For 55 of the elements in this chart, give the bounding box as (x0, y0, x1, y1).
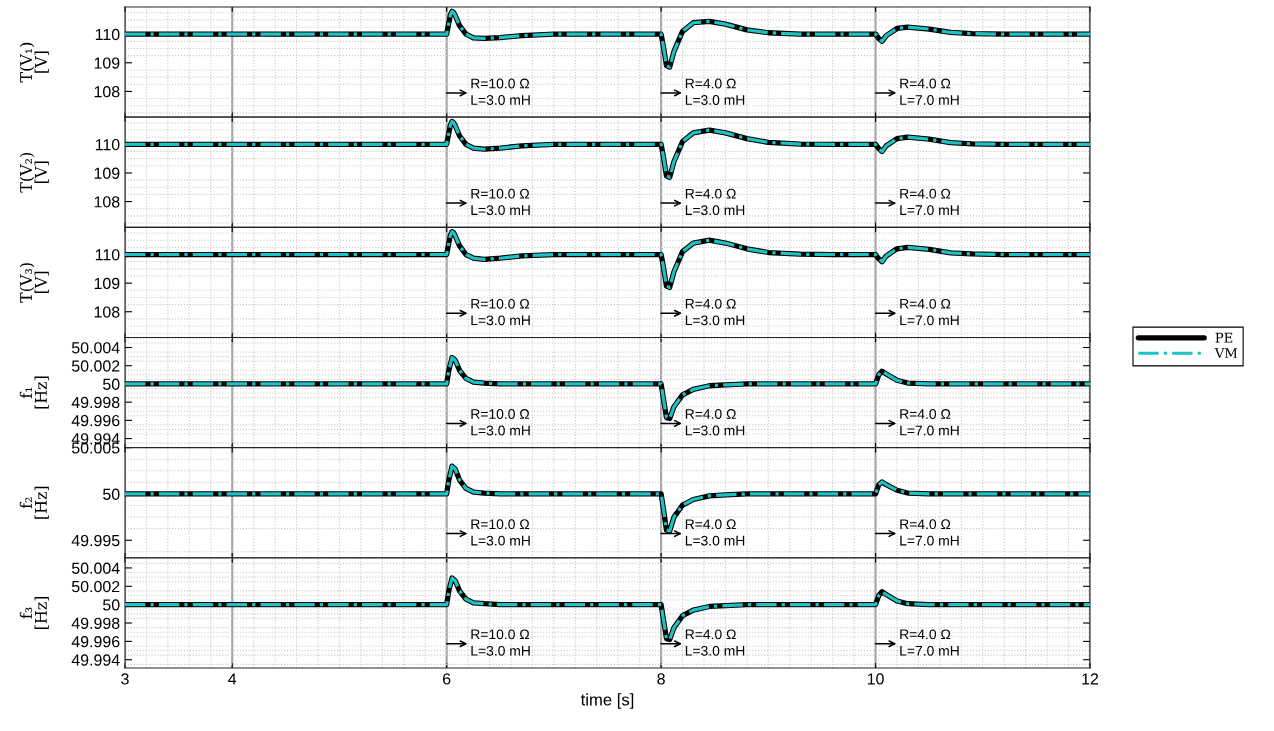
y-tick-label: 110 (95, 28, 120, 41)
annotation: R=4.0 Ω L=3.0 mH (685, 409, 745, 436)
y-tick-label: 50 (103, 599, 120, 611)
x-tick-label: 10 (867, 673, 884, 685)
annotation: R=4.0 Ω L=7.0 mH (900, 78, 959, 105)
y-tick-label: 50.004 (71, 562, 120, 574)
x-tick-label: 12 (1082, 673, 1099, 685)
x-tick-label: 4 (228, 673, 237, 685)
x-tick-label: 6 (443, 673, 451, 685)
y-tick-label: 108 (94, 306, 120, 318)
x-tick-label: 3 (121, 673, 129, 685)
y-tick-label: 49.996 (71, 636, 120, 648)
y-axis-title: T(V₂) [V] (19, 152, 49, 193)
annotation: R=4.0 Ω L=7.0 mH (900, 298, 959, 326)
y-axis-title: f₁ [Hz] (19, 376, 49, 409)
annotation: R=10.0 Ω L=3.0 mH (471, 409, 530, 436)
annotation: R=4.0 Ω L=7.0 mH (900, 409, 959, 436)
y-tick-label: 50.004 (71, 342, 120, 354)
y-tick-label: 49.995 (71, 534, 120, 547)
y-tick-label: 110 (95, 249, 120, 261)
annotation: R=4.0 Ω L=3.0 mH (685, 298, 745, 326)
y-tick-label: 49.998 (71, 617, 120, 629)
annotation: R=10.0 Ω L=3.0 mH (471, 78, 530, 105)
y-axis-title: f₃ [Hz] (19, 596, 49, 629)
y-tick-label: 109 (94, 277, 120, 290)
annotation: R=10.0 Ω L=3.0 mH (471, 519, 530, 546)
y-axis-title: f₂ [Hz] (19, 486, 49, 519)
y-tick-label: 50 (103, 488, 120, 500)
annotation: R=4.0 Ω L=7.0 mH (900, 629, 959, 656)
annotation: R=4.0 Ω L=7.0 mH (900, 188, 959, 216)
y-tick-label: 109 (94, 57, 120, 69)
y-tick-label: 108 (94, 196, 120, 208)
annotation: R=4.0 Ω L=3.0 mH (685, 519, 745, 546)
y-axis-title: T(V₃) [V] (19, 263, 49, 303)
x-axis-title: time [s] (580, 693, 634, 709)
y-tick-label: 109 (94, 167, 120, 179)
y-tick-label: 50 (103, 378, 120, 390)
annotation: R=10.0 Ω L=3.0 mH (471, 188, 530, 216)
y-tick-label: 110 (95, 138, 120, 151)
y-tick-label: 49.994 (71, 654, 120, 666)
y-tick-label: 49.998 (71, 396, 120, 409)
y-tick-label: 108 (94, 86, 120, 98)
x-tick-label: 8 (657, 673, 665, 685)
y-tick-label: 50.002 (71, 360, 120, 372)
y-tick-label: 50.002 (71, 580, 120, 593)
text: VM (1214, 348, 1238, 358)
y-tick-label: 49.996 (71, 414, 120, 427)
annotation: R=10.0 Ω L=3.0 mH (471, 298, 530, 326)
text: PE (1215, 332, 1233, 343)
annotation: R=10.0 Ω L=3.0 mH (471, 629, 530, 656)
annotation: R=4.0 Ω L=3.0 mH (685, 629, 745, 656)
annotation: R=4.0 Ω L=7.0 mH (900, 519, 959, 546)
annotation: R=4.0 Ω L=3.0 mH (685, 188, 745, 216)
y-axis-title: T(V₁) [V] (19, 42, 49, 83)
annotation: R=4.0 Ω L=3.0 mH (685, 78, 745, 105)
